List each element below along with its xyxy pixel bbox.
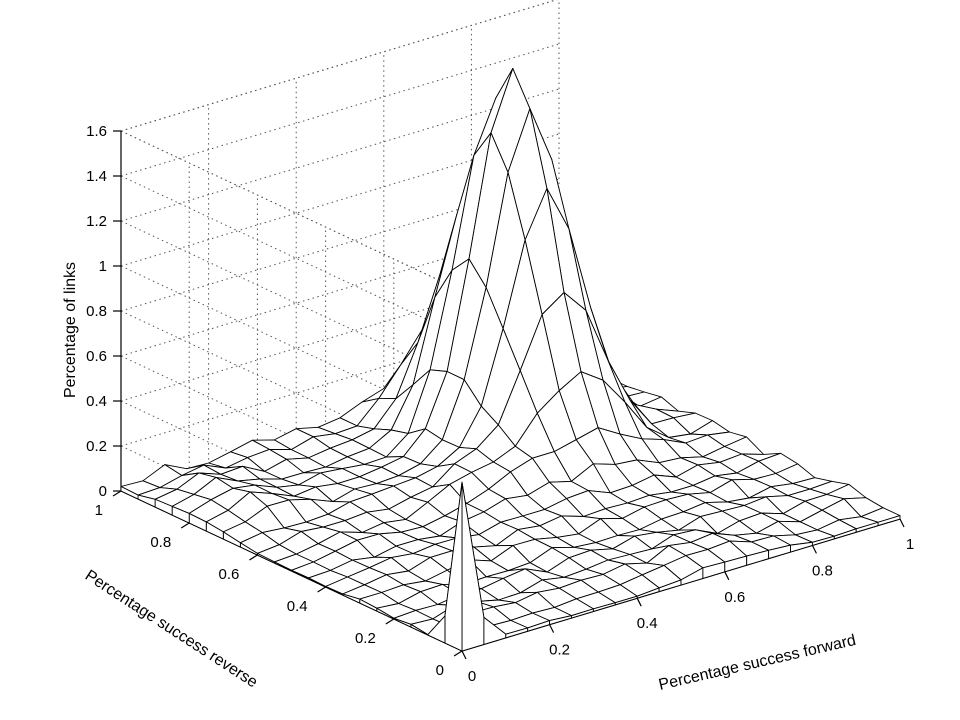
y-tick-mark-1: [385, 618, 395, 625]
x-tick-label: 1: [906, 536, 914, 553]
z-axis-label: Percentage of links: [62, 262, 79, 398]
z-tick-label: 0.4: [86, 393, 107, 410]
z-grid-back-6: [120, 88, 560, 222]
y-tick-mark-4: [180, 522, 190, 529]
y-tick-mark-2: [317, 586, 326, 593]
top-back-edge: [120, 0, 558, 132]
surface-mesh: [120, 68, 901, 652]
z-tick-label: 0.6: [86, 348, 107, 365]
x-tick-mark-1: [549, 624, 555, 633]
z-tick-label: 1.4: [86, 168, 107, 185]
surface-skirt-x: [877, 515, 901, 527]
z-tick-label: 0.2: [86, 438, 107, 455]
x-tick-label: 0.8: [812, 562, 833, 579]
z-tick-label: 0.8: [86, 303, 107, 320]
x-tick-mark-2: [636, 597, 642, 607]
z-grid-left-7: [120, 175, 463, 337]
surface-skirt-y: [120, 486, 139, 500]
y-tick-label: 1: [95, 502, 103, 519]
y-axis-label: Percentage success reverse: [82, 567, 261, 691]
x-axis-label: Percentage success forward: [657, 632, 858, 694]
y-tick-label: 0.4: [287, 598, 308, 615]
y-tick-mark-0: [453, 650, 463, 657]
x-tick-label: 0.2: [549, 642, 570, 659]
x-tick-label: 0: [468, 668, 476, 685]
z-tick-label: 1: [99, 258, 107, 275]
y-tick-mark-5: [112, 490, 122, 497]
y-tick-label: 0.8: [150, 534, 171, 551]
x-tick-mark-4: [811, 545, 817, 554]
x-tick-label: 0.4: [637, 615, 658, 632]
y-tick-mark-3: [249, 554, 258, 561]
y-tick-label: 0.2: [355, 630, 376, 647]
tick-labels: 0 0.2 0.4 0.6 0.8 1 0 0.2 0.4 0.6 0.8 1 0 0.2 0.4 0.6 0.…: [86, 123, 914, 685]
z-grid-back-7: [120, 43, 560, 177]
x-tick-mark-3: [724, 571, 730, 581]
x-tick-label: 0.6: [724, 589, 745, 606]
z-tick-label: 1.2: [86, 213, 107, 230]
top-left-edge: [120, 130, 463, 292]
y-tick-label: 0: [436, 662, 444, 679]
y-tick-label: 0.6: [219, 566, 240, 583]
z-tick-label: 0: [99, 483, 107, 500]
x-tick-mark-0: [461, 650, 467, 660]
z-tick-label: 1.6: [86, 123, 107, 140]
x-tick-mark-5: [899, 518, 905, 528]
